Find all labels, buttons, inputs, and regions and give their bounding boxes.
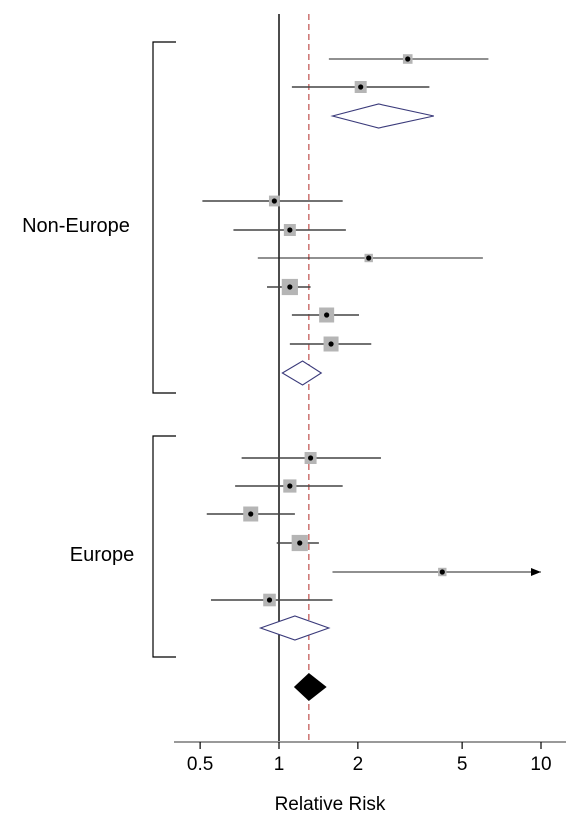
x-axis-title: Relative Risk (275, 794, 386, 815)
study-point (307, 455, 314, 461)
group-brackets (152, 41, 176, 658)
study-point (287, 227, 293, 233)
group-bracket (152, 435, 176, 658)
study-point (248, 511, 254, 517)
group-bracket (152, 41, 176, 394)
x-tick-label: 1 (274, 754, 285, 775)
study-point (328, 341, 334, 347)
study-point (287, 483, 293, 489)
x-tick-label: 0.5 (187, 754, 213, 775)
subtotal-diamond (281, 360, 323, 386)
study-point (358, 84, 364, 90)
study-point (439, 569, 445, 575)
x-tick-label: 10 (530, 754, 551, 775)
study-point (405, 56, 411, 62)
study-point (266, 597, 273, 603)
subtotal-diamond (330, 103, 434, 129)
study-point (324, 312, 330, 318)
x-tick-label: 5 (457, 754, 468, 775)
study-point (366, 255, 372, 261)
group-label-europe: Europe (70, 544, 135, 566)
subtotal-diamond (258, 615, 331, 641)
study-marks (202, 54, 541, 701)
group-label-non-europe: Non-Europe (22, 215, 130, 237)
study-point (297, 540, 303, 546)
ci-arrow (531, 568, 541, 576)
study-point (271, 198, 277, 204)
x-axis: 0.5 1 2 5 10 (174, 741, 566, 775)
overall-diamond (293, 673, 327, 701)
study-point (287, 284, 293, 290)
x-tick-label: 2 (353, 754, 364, 775)
